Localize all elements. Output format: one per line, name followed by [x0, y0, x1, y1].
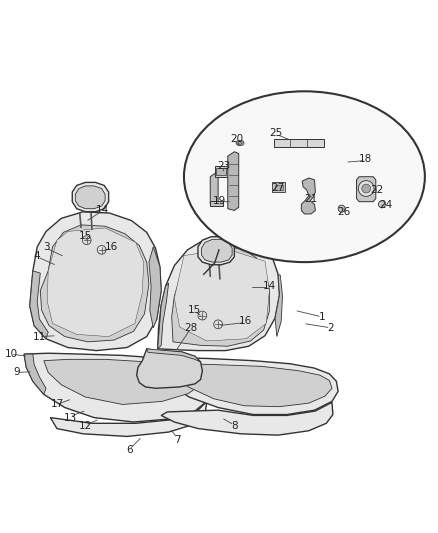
Text: 16: 16: [239, 316, 252, 326]
Text: 16: 16: [105, 242, 118, 252]
Polygon shape: [151, 358, 338, 415]
Polygon shape: [216, 167, 226, 175]
Circle shape: [362, 184, 371, 193]
Polygon shape: [174, 249, 269, 341]
Text: 8: 8: [231, 422, 238, 431]
Text: 9: 9: [13, 367, 20, 377]
Text: 20: 20: [230, 134, 243, 144]
Polygon shape: [210, 201, 223, 206]
Text: 25: 25: [269, 128, 283, 138]
Text: 21: 21: [304, 193, 318, 204]
Text: 14: 14: [96, 205, 110, 215]
Text: 7: 7: [174, 434, 181, 445]
Polygon shape: [75, 186, 105, 209]
Text: 24: 24: [379, 200, 392, 210]
Polygon shape: [47, 228, 144, 336]
Text: 3: 3: [42, 242, 49, 252]
Polygon shape: [50, 401, 207, 437]
Text: 13: 13: [64, 413, 77, 423]
Circle shape: [338, 205, 345, 212]
Text: 28: 28: [184, 323, 197, 333]
Polygon shape: [274, 139, 324, 147]
Text: 1: 1: [318, 312, 325, 322]
Circle shape: [378, 201, 385, 208]
Polygon shape: [275, 184, 283, 190]
Circle shape: [82, 236, 91, 245]
Polygon shape: [158, 235, 279, 351]
Polygon shape: [198, 237, 234, 265]
Polygon shape: [40, 225, 149, 342]
Polygon shape: [149, 247, 161, 328]
Text: 18: 18: [359, 154, 372, 164]
Polygon shape: [215, 166, 228, 177]
Text: 15: 15: [79, 231, 92, 241]
Polygon shape: [151, 359, 171, 384]
Polygon shape: [275, 274, 283, 336]
Polygon shape: [72, 182, 109, 212]
Text: 4: 4: [34, 251, 41, 261]
Polygon shape: [272, 182, 285, 192]
Polygon shape: [172, 247, 269, 346]
Polygon shape: [30, 212, 161, 351]
Text: 15: 15: [188, 305, 201, 316]
Text: 27: 27: [272, 183, 285, 192]
Text: 23: 23: [217, 161, 230, 171]
Polygon shape: [158, 283, 169, 349]
Ellipse shape: [238, 142, 242, 144]
Circle shape: [198, 311, 207, 320]
Polygon shape: [30, 271, 48, 339]
Ellipse shape: [184, 91, 425, 262]
Polygon shape: [44, 359, 201, 405]
Polygon shape: [228, 152, 239, 211]
Polygon shape: [24, 353, 210, 422]
Text: 10: 10: [4, 349, 18, 359]
Text: 2: 2: [327, 323, 334, 333]
Circle shape: [214, 320, 223, 329]
Polygon shape: [167, 364, 332, 407]
Text: 6: 6: [126, 446, 133, 456]
Text: 17: 17: [50, 399, 64, 409]
Ellipse shape: [236, 140, 244, 146]
Polygon shape: [24, 354, 46, 394]
Text: 22: 22: [370, 185, 383, 195]
Text: 14: 14: [263, 281, 276, 291]
Text: 11: 11: [33, 332, 46, 342]
Circle shape: [358, 181, 374, 197]
Polygon shape: [137, 349, 202, 388]
Polygon shape: [161, 402, 333, 435]
Polygon shape: [210, 174, 218, 206]
Polygon shape: [201, 239, 232, 262]
Text: 19: 19: [212, 196, 226, 206]
Polygon shape: [147, 349, 201, 362]
Polygon shape: [357, 177, 376, 201]
Polygon shape: [301, 178, 315, 214]
Text: 12: 12: [79, 422, 92, 431]
Circle shape: [97, 246, 106, 254]
Text: 26: 26: [337, 207, 350, 217]
